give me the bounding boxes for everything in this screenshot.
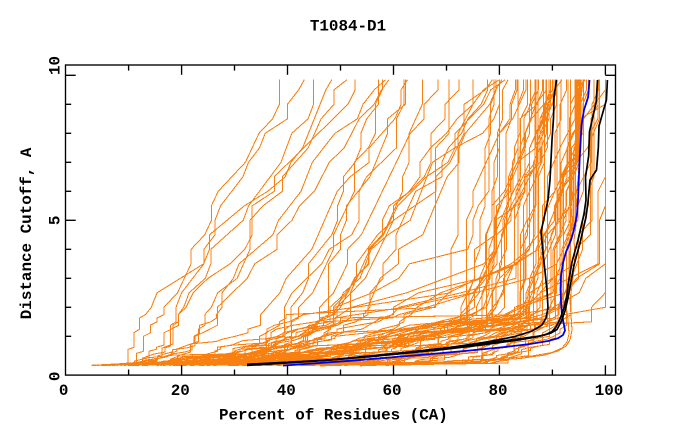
- svg-text:Distance Cutoff, A: Distance Cutoff, A: [18, 147, 36, 319]
- svg-text:5: 5: [47, 216, 65, 226]
- svg-text:80: 80: [488, 382, 507, 400]
- svg-text:20: 20: [171, 382, 190, 400]
- svg-text:100: 100: [595, 382, 624, 400]
- svg-text:0: 0: [59, 382, 69, 400]
- svg-text:60: 60: [382, 382, 401, 400]
- svg-text:Percent of Residues (CA): Percent of Residues (CA): [219, 406, 448, 424]
- svg-text:T1084-D1: T1084-D1: [310, 18, 386, 36]
- svg-text:10: 10: [47, 56, 65, 75]
- svg-text:40: 40: [277, 382, 296, 400]
- svg-text:0: 0: [47, 372, 65, 382]
